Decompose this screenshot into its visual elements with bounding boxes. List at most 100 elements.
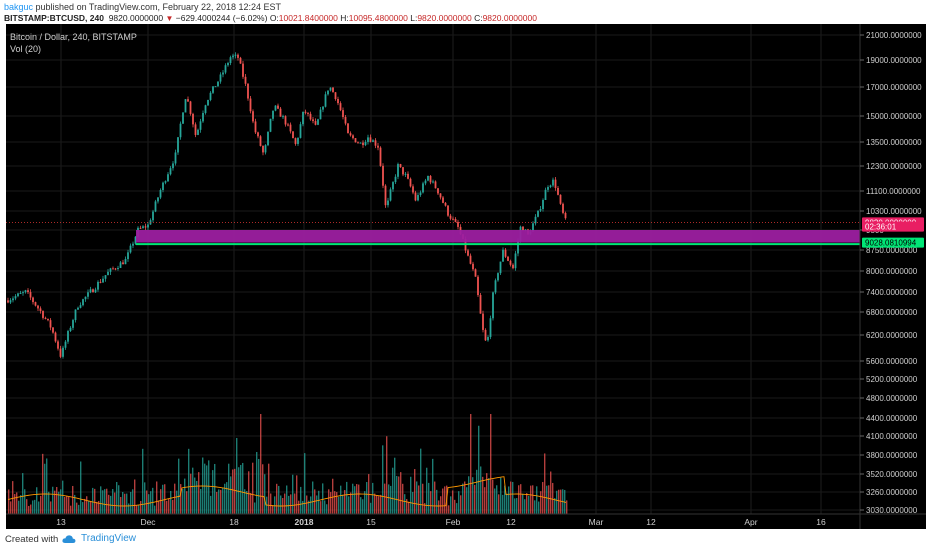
candle-body <box>457 221 459 227</box>
candle-body <box>169 168 172 175</box>
candle-body <box>372 140 374 142</box>
volume-bar <box>542 482 544 514</box>
candle-body <box>334 92 337 100</box>
candle-body <box>499 261 502 274</box>
candle-body <box>352 135 354 139</box>
volume-bar <box>88 500 90 514</box>
volume-bar <box>558 489 560 514</box>
volume-bar <box>182 489 184 514</box>
volume-bar <box>522 493 524 514</box>
candle-body <box>159 189 162 198</box>
candle-body <box>447 205 449 216</box>
candle-body <box>39 308 42 312</box>
volume-bar <box>108 494 110 514</box>
volume-bar <box>158 500 160 514</box>
candle-body <box>439 193 442 198</box>
volume-bar <box>428 482 430 514</box>
volume-bar <box>252 462 254 514</box>
time-label: 12 <box>646 517 656 527</box>
time-label: Apr <box>744 517 757 527</box>
tradingview-brand-link[interactable]: TradingView <box>81 533 137 544</box>
volume-bar <box>538 501 540 514</box>
candle-body <box>449 215 452 219</box>
candle-body <box>317 119 319 125</box>
volume-bar <box>536 486 538 514</box>
candle-body <box>229 57 232 63</box>
volume-bar <box>456 503 458 514</box>
volume-bar <box>392 467 394 514</box>
candle-body <box>254 121 257 133</box>
volume-bar <box>80 461 82 514</box>
volume-bar <box>254 502 256 514</box>
volume-bar <box>494 488 496 514</box>
price-label: 3520.0000000 <box>866 470 918 479</box>
volume-bar <box>348 496 350 514</box>
volume-bar <box>250 492 252 514</box>
candle-body <box>357 142 359 144</box>
candle-body <box>17 293 19 297</box>
close-value: 9820.0000000 <box>482 13 537 23</box>
candle-body <box>57 341 59 349</box>
price-label: 17000.0000000 <box>866 83 922 92</box>
volume-bar <box>302 500 304 514</box>
candle-body <box>409 178 412 187</box>
candle-body <box>172 163 174 169</box>
volume-bar <box>448 505 450 514</box>
candle-body <box>34 302 37 306</box>
candle-body <box>167 174 169 182</box>
open-label: O: <box>269 13 279 23</box>
candle-body <box>557 187 559 195</box>
created-with-text: Created with <box>5 534 59 545</box>
low-value: 9820.0000000 <box>417 13 472 23</box>
volume-bar <box>10 501 12 514</box>
candle-body <box>349 133 352 136</box>
candle-body <box>444 202 447 206</box>
volume-bar <box>40 495 42 514</box>
candle-body <box>522 226 524 231</box>
volume-bar <box>66 495 68 514</box>
candle-body <box>534 216 537 224</box>
volume-bar <box>162 484 164 514</box>
candle-body <box>437 188 439 194</box>
candle-body <box>237 54 239 58</box>
volume-bar <box>480 466 482 514</box>
candle-body <box>504 249 507 257</box>
candle-body <box>562 203 564 213</box>
volume-bar <box>148 494 150 514</box>
candle-body <box>292 131 294 139</box>
price-label: 6200.0000000 <box>866 331 918 340</box>
chart-panel[interactable]: 21000.0000000 19000.0000000 17000.0000000 1… <box>6 24 926 529</box>
volume-bar <box>82 502 84 514</box>
volume-bar <box>472 477 474 514</box>
volume-bar <box>416 481 418 514</box>
volume-bar <box>210 495 212 514</box>
candle-body <box>282 116 284 118</box>
volume-bar <box>362 499 364 514</box>
volume-bar <box>244 489 246 514</box>
candle-body <box>339 103 342 111</box>
volume-bar <box>166 500 168 514</box>
chart-canvas[interactable]: 21000.0000000 19000.0000000 17000.0000000 1… <box>6 24 926 529</box>
volume-bar <box>384 483 386 514</box>
candle-body <box>142 226 144 229</box>
candle-body <box>402 167 404 175</box>
price-label: 13500.0000000 <box>866 138 922 147</box>
candle-body <box>104 275 107 279</box>
candle-body <box>307 112 309 114</box>
volume-bar <box>86 496 88 514</box>
volume-bar <box>512 481 514 514</box>
candle-body <box>329 87 332 91</box>
volume-bar <box>350 492 352 514</box>
candle-body <box>479 295 482 314</box>
volume-bar <box>16 492 18 514</box>
candle-body <box>404 173 407 175</box>
volume-bar <box>236 437 238 514</box>
candle-body <box>487 337 489 341</box>
author-link[interactable]: bakguc <box>4 2 34 12</box>
candle-body <box>394 176 397 183</box>
candle-body <box>299 124 302 138</box>
volume-bar <box>20 495 22 514</box>
resistance-zone <box>136 230 860 243</box>
volume-bar <box>206 465 208 514</box>
volume-bar <box>486 473 488 514</box>
